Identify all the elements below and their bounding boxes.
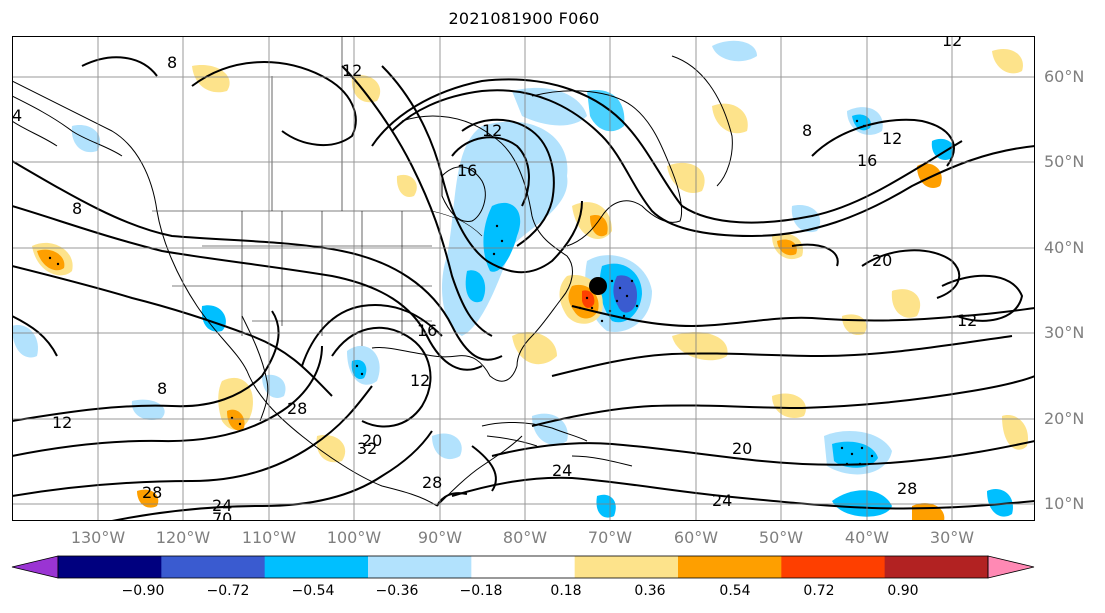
- contour-label: 12: [882, 129, 902, 148]
- lon-label-50w: 50°W: [758, 528, 804, 547]
- height-contours: [12, 56, 1035, 521]
- lon-label-70w: 70°W: [587, 528, 633, 547]
- political-borders: [152, 36, 483, 346]
- colorbar-outline: [57, 555, 989, 579]
- colorbar-segment: [884, 556, 989, 578]
- colorbar-tick-label: 0.72: [803, 583, 835, 599]
- colorbar-tick-label: −0.36: [375, 583, 419, 599]
- map-canvas: 12 12 12 12 12 12 12 16 16 16 20 20 20 2…: [12, 36, 1035, 521]
- colorbar-segment: [471, 556, 576, 578]
- significance-stippling: [48, 119, 874, 466]
- storm-center-marker: [589, 277, 607, 295]
- lon-label-120w: 120°W: [155, 528, 211, 547]
- contour-label: 8: [802, 121, 812, 140]
- graticule: [12, 36, 1035, 521]
- contour-label: 8: [72, 199, 82, 218]
- colorbar-tick-label: 0.18: [550, 583, 582, 599]
- contour-label: 24: [552, 461, 572, 480]
- contour-label: 12: [482, 121, 502, 140]
- colorbar-tick-label: −0.90: [121, 583, 165, 599]
- colorbar-tick-label: −0.54: [291, 583, 335, 599]
- contour-label: 16: [857, 151, 877, 170]
- colorbar-tick-label: 0.90: [887, 583, 919, 599]
- lon-label-110w: 110°W: [241, 528, 297, 547]
- contour-label: 12: [410, 371, 430, 390]
- contour-label: 32: [357, 439, 377, 458]
- contour-label: 20: [732, 439, 752, 458]
- colorbar-tick-label: −0.18: [459, 583, 503, 599]
- map-panel: 12 12 12 12 12 12 12 16 16 16 20 20 20 2…: [12, 36, 1035, 521]
- contour-label: 20: [872, 251, 892, 270]
- lon-label-80w: 80°W: [502, 528, 548, 547]
- map-title: 2021081900 F060: [448, 9, 600, 28]
- colorbar-segment: [574, 556, 679, 578]
- colorbar-segment: [678, 556, 782, 578]
- colorbar-segment: [58, 556, 162, 578]
- colorbar-tick-label: −0.72: [206, 583, 250, 599]
- colorbar-tick-label: 0.36: [634, 583, 666, 599]
- contour-label: 24: [712, 491, 732, 510]
- contour-label: 28: [422, 473, 442, 492]
- contour-label: 12: [942, 36, 962, 50]
- contour-label: 16: [457, 161, 477, 180]
- colorbar-tick-label: 0.54: [719, 583, 751, 599]
- contour-label: 16: [417, 321, 437, 340]
- contour-label: 28: [287, 399, 307, 418]
- colorbar-segment: [368, 556, 472, 578]
- lon-label-130w: 130°W: [70, 528, 126, 547]
- lon-label-30w: 30°W: [929, 528, 975, 547]
- lat-label-60n: 60°N: [1044, 67, 1085, 86]
- lon-label-100w: 100°W: [326, 528, 382, 547]
- contour-label: 12: [342, 61, 362, 80]
- contour-label: 70: [212, 509, 232, 521]
- contour-label: 4: [12, 106, 22, 125]
- contour-label: 20: [362, 431, 382, 450]
- lat-label-30n: 30°N: [1044, 323, 1085, 342]
- lat-label-10n: 10°N: [1044, 494, 1085, 513]
- lon-label-60w: 60°W: [673, 528, 719, 547]
- positive-anomaly-shading: [32, 48, 1028, 521]
- lat-label-40n: 40°N: [1044, 238, 1085, 257]
- colorbar-segment: [11, 555, 59, 579]
- contour-label: 28: [142, 483, 162, 502]
- colorbar: [11, 555, 1035, 579]
- lat-label-20n: 20°N: [1044, 409, 1085, 428]
- lon-label-90w: 90°W: [417, 528, 463, 547]
- colorbar-segment: [987, 555, 1035, 579]
- colorbar-segment: [161, 556, 266, 578]
- lon-label-40w: 40°W: [844, 528, 890, 547]
- colorbar-segment: [264, 556, 369, 578]
- contour-label: 24: [212, 496, 232, 515]
- contour-label: 8: [157, 379, 167, 398]
- contour-label: 28: [897, 479, 917, 498]
- contour-label: 8: [167, 53, 177, 72]
- lat-label-50n: 50°N: [1044, 152, 1085, 171]
- negative-anomaly-shading: [12, 40, 1013, 518]
- contour-label: 12: [52, 413, 72, 432]
- colorbar-segment: [781, 556, 886, 578]
- contour-label: 12: [957, 311, 977, 330]
